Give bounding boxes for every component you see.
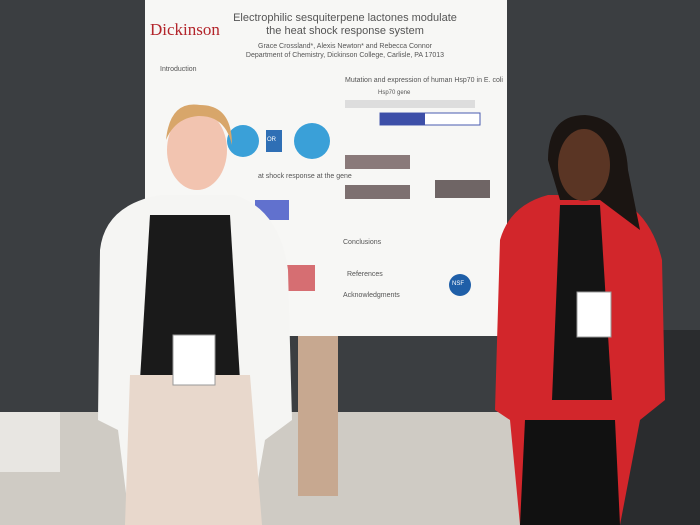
nsf-logo <box>449 274 471 296</box>
or-label: OR <box>267 137 276 143</box>
or-box <box>266 130 282 152</box>
face <box>558 129 610 201</box>
trousers <box>125 375 262 525</box>
poster-authors: Grace Crossland*, Alexis Newton* and Reb… <box>258 43 432 50</box>
section-heading: at shock response at the gene <box>258 173 352 180</box>
protein-icon <box>227 125 259 157</box>
hair <box>166 104 232 145</box>
section-heading: Acknowledgments <box>343 292 400 299</box>
gel-image <box>345 185 410 199</box>
poster-logo: Dickinson <box>150 20 220 39</box>
section-heading: Conclusions <box>343 239 382 246</box>
gene-label: Hsp70 gene <box>378 90 411 96</box>
protein-icon <box>294 123 330 159</box>
gel-image <box>345 155 410 169</box>
poster-affiliation: Department of Chemistry, Dickinson Colle… <box>245 52 445 59</box>
gel-image <box>435 180 490 198</box>
badge <box>576 291 612 338</box>
background-person <box>0 412 60 472</box>
trousers <box>520 420 620 525</box>
background-legs <box>298 336 338 496</box>
badge <box>172 334 216 386</box>
gene-segment <box>380 113 425 125</box>
section-heading: Introduction <box>160 66 197 73</box>
poster-figure <box>345 100 475 108</box>
poster-title: Electrophilic sesquiterpene lactones mod… <box>233 12 457 37</box>
section-heading: References <box>347 271 383 278</box>
section-heading: Mutation and expression of human Hsp70 i… <box>345 77 503 84</box>
sponsor-label: NSF <box>452 281 464 287</box>
face <box>167 110 227 190</box>
